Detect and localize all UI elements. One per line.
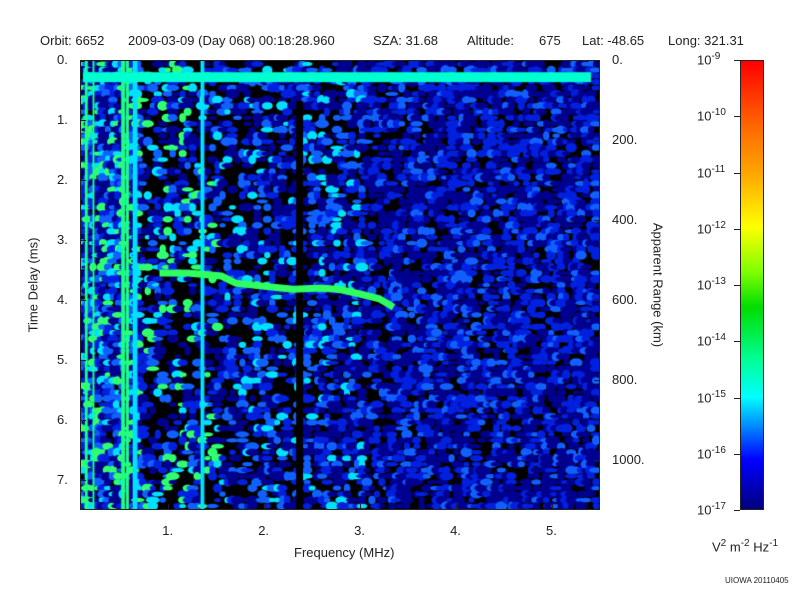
y2-tick (594, 140, 600, 141)
colorbar-tick (734, 60, 740, 61)
y-tick (80, 60, 86, 61)
long-label: Long: 321.31 (668, 33, 744, 48)
y-tick-label: 6. (57, 412, 68, 427)
y2-tick (594, 300, 600, 301)
y2-axis-label: Apparent Range (km) (650, 222, 666, 348)
credit-label: UIOWA 20110405 (725, 576, 789, 585)
colorbar-tick-label: 10-9 (697, 51, 721, 68)
y-tick-label: 5. (57, 352, 68, 367)
y2-tick (594, 460, 600, 461)
y-tick-label: 3. (57, 232, 68, 247)
y2-tick-label: 0. (612, 52, 623, 67)
y2-tick (594, 60, 600, 61)
altitude-value: 675 (539, 33, 561, 48)
y-tick (80, 180, 86, 181)
y-tick-label: 0. (57, 52, 68, 67)
y-tick-label: 4. (57, 292, 68, 307)
x-tick-label: 3. (354, 523, 365, 538)
colorbar-tick-label: 10-14 (697, 332, 726, 349)
x-tick-label: 2. (258, 523, 270, 538)
y-axis-label: Time Delay (ms) (25, 237, 41, 333)
x-tick (360, 504, 362, 510)
lat-label: Lat: -48.65 (582, 33, 645, 48)
y-tick (80, 420, 86, 421)
spectrogram-plot (80, 60, 600, 510)
colorbar-tick (734, 453, 740, 455)
x-tick (168, 504, 170, 510)
y2-tick-label: 800. (612, 372, 638, 387)
x-tick (552, 504, 554, 510)
colorbar-tick (734, 341, 740, 343)
y2-tick-label: 1000. (612, 452, 645, 467)
colorbar-tick (734, 285, 740, 286)
datetime-label: 2009-03-09 (Day 068) 00:18:28.960 (128, 33, 335, 48)
sza-label: SZA: 31.68 (373, 33, 439, 48)
colorbar-tick (734, 116, 740, 118)
y-tick-label: 2. (57, 172, 68, 187)
y-tick (80, 480, 86, 481)
y-tick (80, 360, 86, 361)
altitude-label: Altitude: (467, 33, 514, 48)
x-tick-label: 5. (546, 523, 557, 538)
y-tick (80, 300, 86, 301)
colorbar-tick-label: 10-15 (697, 388, 726, 405)
y-tick (80, 240, 86, 241)
colorbar-tick-label: 10-13 (697, 276, 726, 293)
colorbar-tick (734, 172, 740, 174)
y-tick-label: 1. (57, 112, 68, 127)
orbit-label: Orbit: 6652 (40, 33, 105, 48)
colorbar-tick (734, 397, 740, 399)
y2-tick (594, 220, 600, 221)
colorbar-tick-label: 10-17 (697, 501, 726, 518)
colorbar-tick-label: 10-11 (697, 163, 726, 180)
y2-tick (594, 380, 600, 381)
colorbar (740, 60, 764, 510)
colorbar-tick (734, 510, 740, 511)
y-tick-label: 7. (57, 472, 68, 487)
x-tick-label: 1. (162, 523, 174, 538)
x-tick-label: 4. (450, 523, 461, 538)
x-tick (264, 504, 266, 510)
colorbar-unit: V2 m-2 Hz-1 (712, 538, 779, 555)
colorbar-tick-label: 10-12 (697, 219, 726, 237)
y2-tick-label: 600. (612, 292, 638, 307)
x-tick (456, 504, 458, 510)
colorbar-tick-label: 10-16 (697, 444, 726, 462)
colorbar-tick (734, 228, 740, 230)
y2-tick-label: 200. (612, 132, 638, 147)
x-axis-label: Frequency (MHz) (294, 545, 395, 560)
y-tick (80, 120, 86, 121)
y2-tick-label: 400. (612, 212, 638, 227)
colorbar-tick-label: 10-10 (697, 107, 726, 124)
